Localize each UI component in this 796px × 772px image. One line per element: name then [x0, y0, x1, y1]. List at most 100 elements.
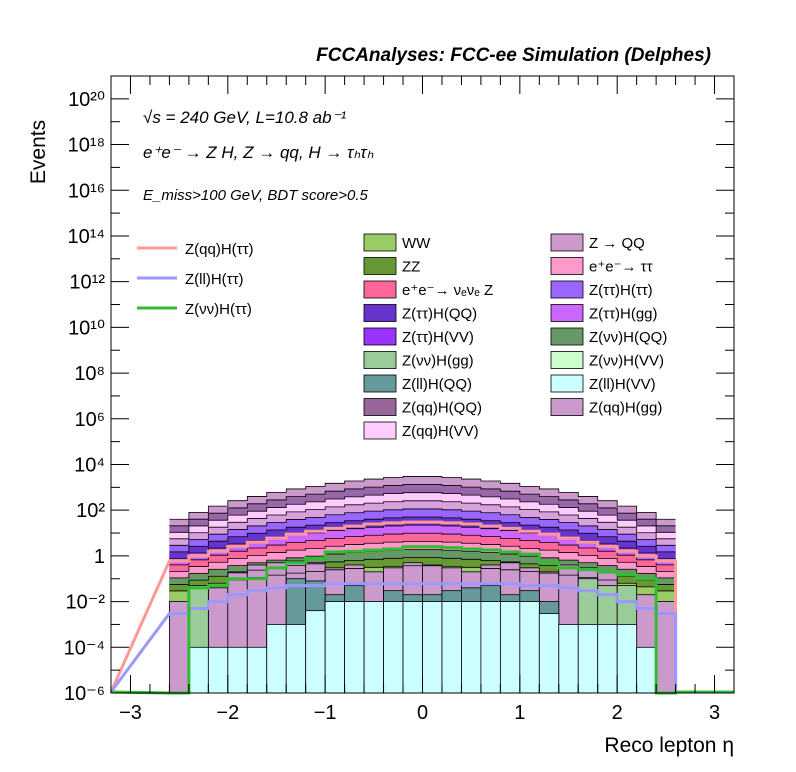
stack-bar-ZqqHgg [169, 601, 190, 694]
stack-bar-ZllHVV [636, 646, 657, 694]
legend-bg-label: Z → QQ [589, 235, 645, 252]
stack-bar-ZllHVV [285, 624, 307, 694]
legend-bg-label: Z(ττ)H(QQ) [402, 306, 477, 323]
stack-bar-ZllHVV [305, 610, 326, 694]
signal-line [109, 520, 734, 694]
stack-bar-ZllHVV [519, 601, 540, 694]
x-axis-title: Reco lepton η [604, 734, 734, 757]
legend-signal-label: Z(ll)H(ττ) [185, 271, 244, 288]
stack-bar-ZllHVV [344, 601, 365, 694]
legend-bg-label: Z(ll)H(QQ) [402, 376, 472, 393]
stack-bar-ZllHVV [422, 601, 443, 694]
stack-bar-ZllHVV [441, 601, 462, 694]
legend-bg-label: WW [402, 235, 431, 252]
legend-bg-swatch [550, 351, 584, 369]
stack-bar-ZllHVV [383, 601, 404, 694]
stack-layer-outline [169, 492, 676, 533]
y-tick-label: 10¹⁴ [68, 226, 106, 248]
y-tick-label: 1 [94, 546, 105, 568]
legend-bg-swatch [550, 374, 584, 393]
y-tick-label: 10⁻² [66, 592, 106, 614]
stack-bar-ZllHVV [266, 624, 287, 694]
y-tick-label: 10¹⁰ [68, 317, 105, 339]
stack-bar-ZllHVV [461, 601, 482, 694]
signal-line [109, 582, 734, 694]
stack-layer-outline [169, 476, 676, 520]
y-tick-label: 10⁻⁶ [64, 683, 105, 705]
legend-bg-swatch [550, 233, 584, 252]
stack-bar-ZllHVV [207, 646, 229, 694]
stack-bar-ZqqHgg [655, 601, 676, 694]
legend-bg-label: e⁺e⁻→ νₑνₑ Z [402, 282, 493, 299]
legend-bg-label: Z(ll)H(VV) [589, 376, 656, 393]
x-tick-label: −1 [314, 702, 337, 724]
legend-bg-swatch [363, 233, 397, 252]
signal-line [110, 545, 734, 695]
legend-bg-label: e⁺e⁻→ ττ [589, 259, 653, 276]
legend-bg-label: Z(ττ)H(gg) [589, 306, 658, 323]
legend-bg-swatch [363, 374, 397, 393]
stack-bar-ZllHVV [616, 624, 638, 694]
annotation-process: e⁺e⁻ → Z H, Z → qq, H → τₕτₕ [143, 143, 374, 162]
legend-bg-swatch [363, 398, 397, 416]
stack-bar-ZllHVV [597, 624, 618, 694]
y-axis-title: Events [27, 120, 50, 184]
legend-bg-label: Z(ττ)H(ττ) [589, 282, 653, 299]
legend-bg-swatch [550, 398, 584, 416]
x-tick-label: 1 [514, 702, 525, 724]
legend-bg-swatch [550, 257, 584, 275]
plot-header: FCCAnalyses: FCC-ee Simulation (Delphes) [316, 45, 711, 66]
y-tick-label: 10¹⁶ [68, 180, 105, 202]
annotation-cuts: E_miss>100 GeV, BDT score>0.5 [143, 187, 368, 204]
stack-bar-ZllHVV [363, 601, 384, 694]
y-tick-label: 10¹² [69, 272, 105, 294]
legend-bg-label: Z(νν)H(gg) [402, 353, 474, 370]
x-tick-label: 2 [612, 702, 623, 724]
y-tick-label: 10⁻⁴ [64, 637, 105, 659]
y-tick-label: 10⁴ [74, 454, 105, 476]
legend-bg-label: Z(ττ)H(VV) [402, 329, 474, 346]
legend-bg-label: ZZ [402, 259, 420, 276]
legend-bg-swatch [363, 351, 397, 369]
legend-bg-swatch [550, 327, 584, 346]
stack-bar-ZllHVV [227, 646, 248, 694]
legend-bg-label: Z(νν)H(QQ) [589, 329, 667, 346]
y-tick-label: 10¹⁸ [68, 135, 105, 157]
x-tick-label: −2 [216, 702, 239, 724]
stack-bar-ZllHVV [499, 601, 521, 694]
legend-bg-label: Z(νν)H(VV) [589, 353, 664, 370]
x-tick-label: −3 [119, 702, 142, 724]
legend-bg-label: Z(qq)H(gg) [589, 400, 662, 417]
legend-bg-swatch [363, 280, 397, 299]
legend-bg-swatch [550, 304, 584, 322]
legend-bg-swatch [363, 304, 397, 322]
legend-bg-swatch [363, 257, 397, 275]
stack-bar-ZllHVV [188, 646, 209, 694]
legend-bg-swatch [363, 327, 397, 346]
y-tick-label: 10⁸ [74, 363, 105, 385]
legend-bg-swatch [363, 421, 397, 440]
signal-lines [109, 520, 734, 695]
legend: Z(qq)H(ττ) Z(ll)H(ττ) Z(νν)H(ττ) WW Z → QQ ZZ… [137, 233, 667, 440]
legend-bg-label: Z(qq)H(VV) [402, 423, 479, 440]
stack-bar-ZllHVV [480, 601, 501, 694]
stack-bar-ZllHVV [246, 646, 268, 694]
legend-signal-label: Z(νν)H(ττ) [185, 301, 252, 318]
stack-layer-outline [169, 484, 676, 527]
stack-bar-ZllHVV [577, 624, 599, 694]
y-tick-label: 10⁶ [75, 409, 105, 431]
stack-bar-ZllHVV [324, 601, 346, 694]
stack-bar-ZllHVV [402, 601, 423, 694]
stack-layer-outline [169, 549, 676, 579]
stack-layer-outline [169, 541, 676, 572]
stack-layer-outline [169, 532, 676, 566]
legend-bg-label: Z(qq)H(QQ) [402, 400, 482, 417]
annotation-energy-lumi: √s = 240 GeV, L=10.8 ab⁻¹ [143, 108, 347, 127]
legend-bg-swatch [550, 280, 584, 299]
x-tick-label: 0 [417, 702, 428, 724]
stack-bar-ZllHVV [558, 624, 579, 694]
stack-layer-outline [169, 508, 676, 546]
stack-bar-ZllHVV [538, 613, 560, 694]
stack-layer-outline [169, 500, 676, 540]
